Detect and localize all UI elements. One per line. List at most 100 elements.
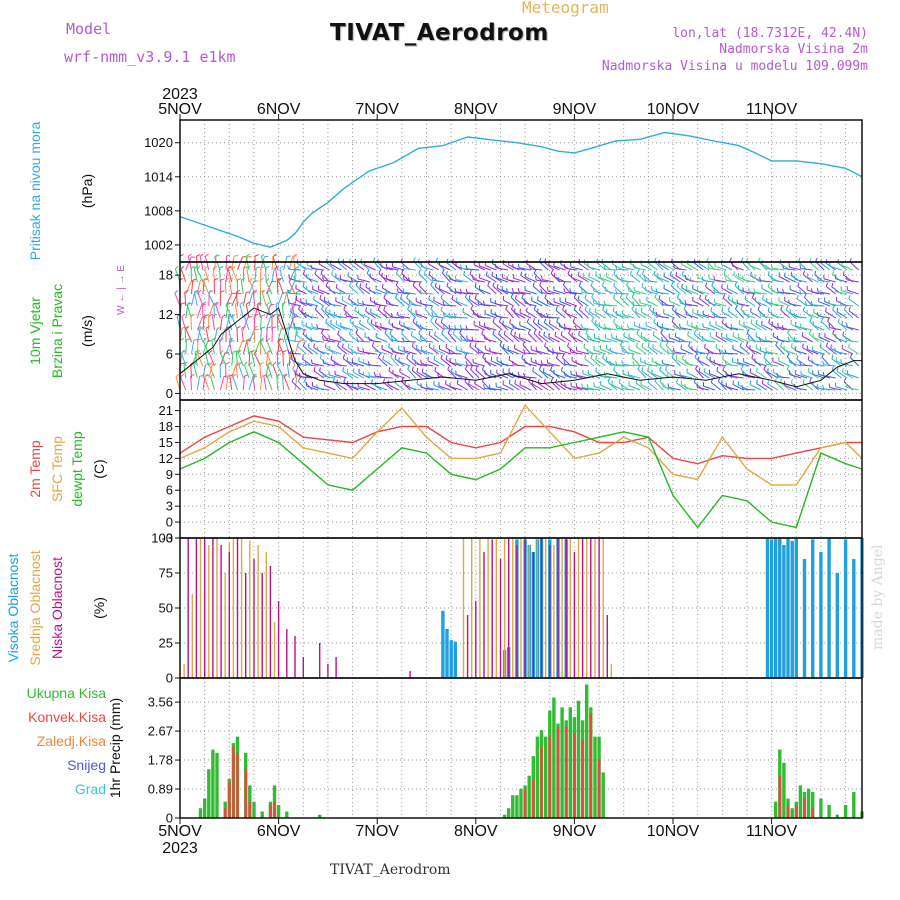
wind-barb <box>232 376 238 391</box>
cloud-mid-bar <box>610 664 613 678</box>
wind-barb <box>588 276 601 283</box>
wind-barb-flag <box>636 269 640 274</box>
wind-barb-flag <box>465 361 468 366</box>
wind-barb <box>556 357 566 367</box>
cloud-mid-bar <box>545 538 547 678</box>
wind-barb <box>526 322 537 331</box>
wind-barb <box>559 301 572 307</box>
wind-barb <box>370 323 382 331</box>
wind-barb-flag <box>454 275 457 280</box>
wind-barb-flag <box>505 305 509 310</box>
wind-barb-flag <box>701 335 704 341</box>
wind-barb <box>259 341 267 355</box>
wind-barb-flag <box>266 301 270 306</box>
wind-barb-flag <box>271 314 276 317</box>
wind-barb <box>329 338 342 343</box>
wind-barb-flag <box>625 293 629 298</box>
wind-barb <box>348 333 359 343</box>
wind-barb-flag <box>781 325 784 330</box>
wind-barb-flag <box>825 307 827 312</box>
wind-barb <box>444 315 457 319</box>
wind-barb <box>360 262 371 271</box>
wind-barb <box>704 298 716 307</box>
wind-barb-flag <box>304 360 307 365</box>
wind-barb <box>396 272 405 283</box>
wind-barb <box>698 360 710 367</box>
wind-barb <box>265 304 271 319</box>
wind-barb <box>266 376 273 391</box>
wind-barb <box>225 304 229 319</box>
wind-barb-flag <box>488 384 491 389</box>
wind-barb-flag <box>474 282 477 288</box>
precip-total-bar <box>511 795 515 818</box>
wind-barb <box>565 301 578 307</box>
wind-barb-flag <box>755 344 758 349</box>
wind-barb-flag <box>342 343 344 348</box>
wind-barb <box>439 264 451 271</box>
wind-barb <box>573 296 583 307</box>
wind-barb <box>184 327 187 343</box>
wind-barb-flag <box>503 330 506 335</box>
wind-barb <box>484 373 497 379</box>
wind-barb-flag <box>729 257 732 262</box>
wind-barb-flag <box>357 299 359 304</box>
wind-barb-flag <box>368 371 370 377</box>
wind-barb <box>543 335 555 343</box>
wind-barb <box>329 303 342 307</box>
wind-barb-flag <box>350 300 353 305</box>
wind-barb-flag <box>659 378 662 383</box>
wind-barb <box>472 279 485 283</box>
wind-barb <box>813 324 825 331</box>
wind-barb-flag <box>724 276 727 281</box>
wind-barb <box>536 279 549 283</box>
cloud-mid-bar <box>586 538 588 678</box>
wind-barb-flag <box>253 325 258 329</box>
wind-barb <box>231 268 238 283</box>
wind-barb-flag <box>684 384 687 389</box>
wind-barb <box>185 339 187 355</box>
wind-barb <box>825 311 836 319</box>
wind-barb <box>434 322 445 331</box>
wind-barb <box>686 314 698 319</box>
precip-total-bar <box>819 798 823 818</box>
wind-barb <box>607 381 618 391</box>
wind-barb-flag <box>407 277 411 282</box>
wind-barb-flag <box>679 371 681 376</box>
wind-barb-flag <box>836 367 839 372</box>
wind-barb-flag <box>790 320 792 325</box>
precip-legend-item: Grad <box>75 781 106 797</box>
wind-barb <box>622 351 635 355</box>
wind-barb <box>578 262 589 271</box>
wind-barb <box>484 326 497 331</box>
wind-barb-flag <box>349 317 353 322</box>
wind-barb <box>482 356 491 367</box>
wind-barb <box>352 324 365 331</box>
cloud-high-bar <box>790 540 794 678</box>
wind-barb <box>464 296 474 307</box>
wind-barb <box>836 311 848 319</box>
wind-barb-flag <box>807 355 810 360</box>
wind-barb-flag <box>380 323 382 328</box>
wind-barb-flag <box>260 266 265 269</box>
wind-barb-flag <box>257 303 262 305</box>
wind-barb <box>702 280 715 283</box>
wind-barb <box>732 335 744 343</box>
wind-barb <box>252 376 256 391</box>
wind-barb-flag <box>631 293 635 298</box>
cloud-high-bar <box>819 552 823 678</box>
wind-barb <box>461 292 474 295</box>
wind-barb <box>646 325 658 331</box>
wind-barb <box>366 321 376 331</box>
wind-barb-flag <box>681 270 684 275</box>
wind-barb-flag <box>296 342 300 347</box>
wind-barb-flag <box>232 350 238 353</box>
wind-barb <box>761 288 773 295</box>
wind-barb <box>686 289 698 295</box>
wind-barb <box>340 326 353 331</box>
wind-barb-flag <box>540 288 543 293</box>
wind-barb-flag <box>771 287 773 292</box>
wind-barb <box>676 382 687 391</box>
wind-barb <box>183 364 187 379</box>
wind-barb <box>599 339 612 343</box>
wind-barb <box>283 292 288 307</box>
